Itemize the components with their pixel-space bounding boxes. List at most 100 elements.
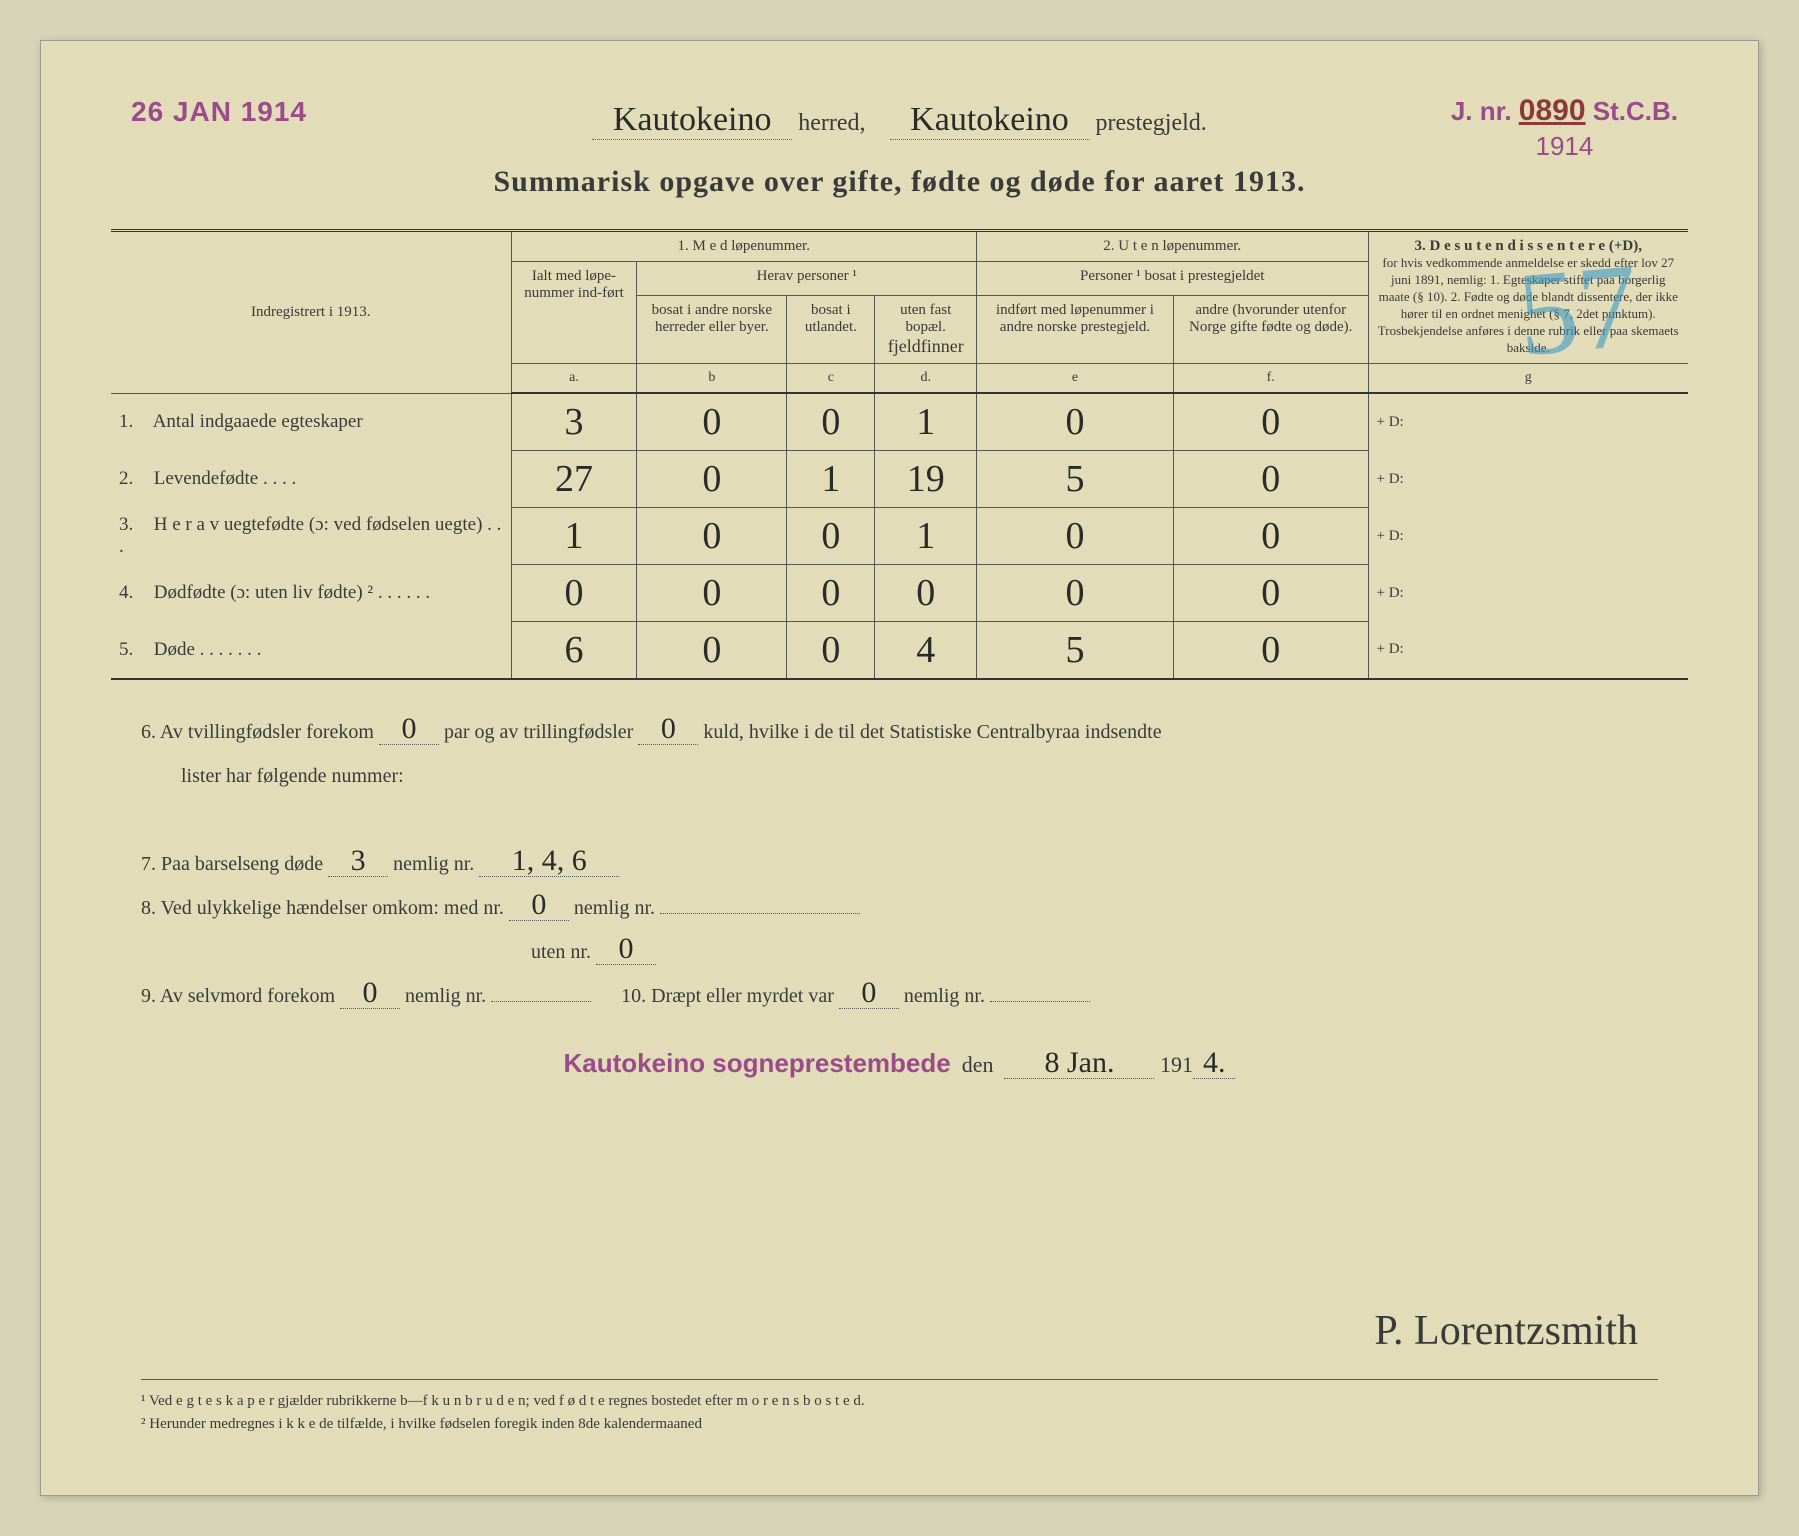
office-stamp: Kautokeino sogneprestembede [564, 1048, 951, 1078]
note-7: 7. Paa barselseng døde 3 nemlig nr. 1, 4… [141, 842, 1658, 886]
cell-f: 0 [1173, 622, 1368, 680]
footnotes: ¹ Ved e g t e s k a p e r gjælder rubrik… [141, 1379, 1658, 1435]
cell-b: 0 [637, 451, 787, 508]
cell-d: 4 [875, 622, 977, 680]
n6-mid: par og av trillingfødsler [444, 721, 633, 743]
footnote-1: ¹ Ved e g t e s k a p e r gjælder rubrik… [141, 1390, 1658, 1413]
n6-v2: 0 [638, 714, 698, 745]
cell-c: 0 [787, 565, 875, 622]
cell-g: + D: [1368, 565, 1688, 622]
cell-e: 5 [976, 451, 1173, 508]
letter-g: g [1368, 364, 1688, 394]
row-label: 4. Dødfødte (ɔ: uten liv fødte) ² . . . … [111, 565, 511, 622]
note-6: 6. Av tvillingfødsler forekom 0 par og a… [141, 710, 1658, 798]
notes-section: 6. Av tvillingfødsler forekom 0 par og a… [111, 710, 1688, 1018]
letter-f: f. [1173, 364, 1368, 394]
row-label: 3. H e r a v uegtefødte (ɔ: ved fødselen… [111, 508, 511, 565]
note-9-10: 9. Av selvmord forekom 0 nemlig nr. 10. … [141, 974, 1658, 1018]
summary-table: Indregistrert i 1913. 1. M e d løpenumme… [111, 229, 1688, 680]
n8-line2-v: 0 [596, 934, 656, 965]
n8-v1: 0 [509, 890, 569, 921]
cell-a: 3 [511, 393, 637, 451]
n9-blank [491, 1001, 591, 1002]
document-paper: 26 JAN 1914 J. nr. 0890 St.C.B. 1914 57 … [40, 40, 1759, 1496]
cell-g: + D: [1368, 622, 1688, 680]
footnote-2: ² Herunder medregnes i k k e de tilfælde… [141, 1413, 1658, 1436]
table-row: 2. Levendefødte . . . .27011950+ D: [111, 451, 1688, 508]
cell-c: 0 [787, 393, 875, 451]
cell-f: 0 [1173, 393, 1368, 451]
sig-date: 8 Jan. [1004, 1048, 1154, 1079]
cell-g: + D: [1368, 508, 1688, 565]
prestegjeld-label: prestegjeld. [1096, 110, 1207, 136]
table-row: 5. Døde . . . . . . .600450+ D: [111, 622, 1688, 680]
section-3-title: 3. D e s u t e n d i s s e n t e r e (+D… [1415, 238, 1642, 254]
note-8: 8. Ved ulykkelige hændelser omkom: med n… [141, 886, 1658, 974]
document-title: Summarisk opgave over gifte, fødte og dø… [111, 165, 1688, 199]
year-hw: 4. [1193, 1048, 1236, 1079]
n7-mid: nemlig nr. [393, 853, 474, 875]
cell-a: 0 [511, 565, 637, 622]
letter-e: e [976, 364, 1173, 394]
section-3-header: 3. D e s u t e n d i s s e n t e r e (+D… [1368, 231, 1688, 364]
col-d-handwritten: fjeldfinner [888, 336, 964, 356]
n8-mid: nemlig nr. [574, 897, 655, 919]
cell-b: 0 [637, 393, 787, 451]
cell-e: 0 [976, 565, 1173, 622]
personer-header: Personer ¹ bosat i prestegjeldet [976, 262, 1368, 296]
table-row: 3. H e r a v uegtefødte (ɔ: ved fødselen… [111, 508, 1688, 565]
n6-v1: 0 [379, 714, 439, 745]
row-label: 2. Levendefødte . . . . [111, 451, 511, 508]
row-label: 5. Døde . . . . . . . [111, 622, 511, 680]
col-d-text: uten fast bopæl. [900, 302, 951, 335]
jnr-suffix: St.C.B. [1593, 96, 1678, 126]
cell-f: 0 [1173, 451, 1368, 508]
cell-b: 0 [637, 508, 787, 565]
herred-value: Kautokeino [592, 101, 792, 140]
n7-v2: 1, 4, 6 [479, 846, 619, 877]
cell-d: 1 [875, 508, 977, 565]
n9-pre: 9. Av selvmord forekom [141, 985, 335, 1007]
n9-v1: 0 [340, 978, 400, 1009]
col-b-header: bosat i andre norske herreder eller byer… [637, 296, 787, 364]
jnr-number: 0890 [1519, 94, 1586, 127]
cell-a: 27 [511, 451, 637, 508]
cell-b: 0 [637, 622, 787, 680]
col-c-header: bosat i utlandet. [787, 296, 875, 364]
col-a-header: Ialt med løpe-nummer ind-ført [511, 262, 637, 364]
cell-a: 6 [511, 622, 637, 680]
signature: P. Lorentzsmith [1374, 1307, 1638, 1355]
cell-d: 1 [875, 393, 977, 451]
table-row: 4. Dødfødte (ɔ: uten liv fødte) ² . . . … [111, 565, 1688, 622]
section-2-header: 2. U t e n løpenummer. [976, 231, 1368, 262]
cell-a: 1 [511, 508, 637, 565]
letter-a: a. [511, 364, 637, 394]
n10-blank [990, 1001, 1090, 1002]
cell-c: 0 [787, 508, 875, 565]
letter-b: b [637, 364, 787, 394]
den-label: den [962, 1052, 994, 1077]
cell-c: 1 [787, 451, 875, 508]
prestegjeld-value: Kautokeino [890, 101, 1090, 140]
cell-d: 0 [875, 565, 977, 622]
n6-post: kuld, hvilke i de til det Statistiske Ce… [703, 721, 1161, 743]
cell-e: 0 [976, 393, 1173, 451]
row-label: 1. Antal indgaaede egteskaper [111, 393, 511, 451]
cell-d: 19 [875, 451, 977, 508]
n10-pre: 10. Dræpt eller myrdet var [621, 985, 834, 1007]
section-1-header: 1. M e d løpenummer. [511, 231, 976, 262]
cell-b: 0 [637, 565, 787, 622]
journal-number-stamp: J. nr. 0890 St.C.B. 1914 [1451, 91, 1678, 164]
n7-pre: 7. Paa barselseng døde [141, 853, 323, 875]
col-e-header: indført med løpenummer i andre norske pr… [976, 296, 1173, 364]
cell-g: + D: [1368, 451, 1688, 508]
cell-e: 0 [976, 508, 1173, 565]
n8-line2-pre: uten nr. [141, 941, 591, 963]
n6-line2: lister har følgende nummer: [141, 765, 404, 787]
n6-pre: 6. Av tvillingfødsler forekom [141, 721, 374, 743]
n8-blank [660, 913, 860, 914]
col-f-header: andre (hvorunder utenfor Norge gifte fød… [1173, 296, 1368, 364]
cell-g: + D: [1368, 393, 1688, 451]
indreg-label: Indregistrert i 1913. [111, 231, 511, 394]
letter-c: c [787, 364, 875, 394]
